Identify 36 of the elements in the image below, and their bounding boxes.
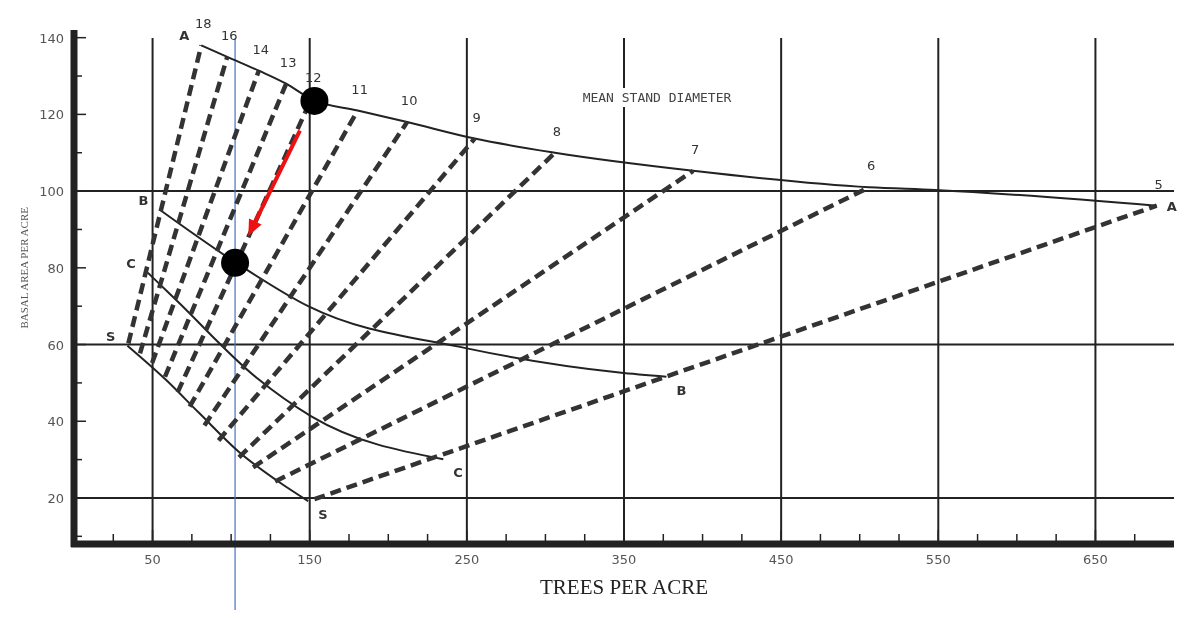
x-tick-label: 150 (297, 552, 323, 567)
x-tick-label: 650 (1083, 552, 1108, 567)
y-tick-label: 40 (47, 414, 64, 430)
series-label: 13 (279, 54, 297, 70)
x-tick-label: 250 (454, 552, 480, 567)
y-tick-label: 60 (47, 337, 64, 353)
series-label: C (453, 465, 463, 481)
series-label: 8 (552, 123, 561, 139)
x-tick-label: 550 (925, 552, 951, 567)
x-tick-label: 450 (768, 552, 794, 567)
x-axis-title: TREES PER ACRE (539, 575, 709, 599)
series-label: 9 (472, 109, 481, 125)
text: S (106, 328, 116, 344)
x-tick-label: 50 (144, 552, 161, 567)
y-axis-title: BASAL AREA PER ACRE (18, 206, 30, 329)
series-label: 10 (400, 93, 418, 109)
series-label: A (1166, 198, 1177, 214)
y-tick-label: 140 (39, 30, 64, 46)
y-tick-label: 80 (47, 260, 64, 276)
text: C (126, 255, 136, 271)
series-label: 18 (195, 16, 212, 32)
series-label: 16 (220, 27, 238, 43)
text: A (179, 28, 190, 44)
y-tick-label: 120 (39, 107, 64, 123)
y-tick-label: 20 (47, 490, 64, 506)
series-label: 6 (867, 158, 876, 174)
series-label: 5 (1154, 176, 1163, 192)
y-tick-label: 100 (39, 184, 64, 200)
annotation: MEAN STAND DIAMETER (582, 90, 732, 105)
series-label: S (318, 507, 328, 523)
text: B (138, 193, 149, 209)
series-label: B (676, 382, 687, 398)
x-tick-label: 350 (611, 552, 637, 567)
series-label: 7 (691, 141, 700, 157)
series-label: 14 (252, 41, 270, 57)
series-label: 11 (351, 81, 368, 97)
